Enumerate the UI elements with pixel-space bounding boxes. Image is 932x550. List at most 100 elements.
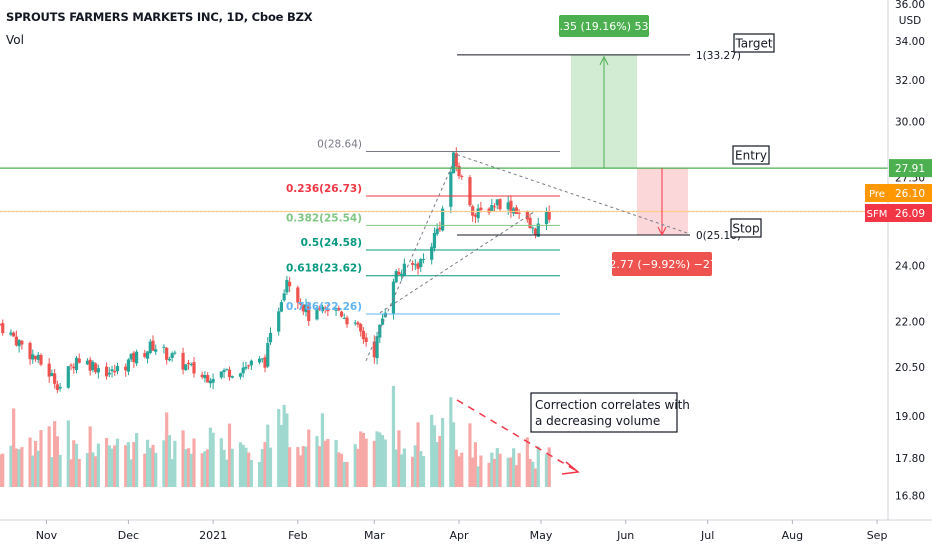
candle-body xyxy=(416,263,420,269)
candle-body xyxy=(1,323,5,334)
volume-bar xyxy=(345,461,349,487)
volume-bar xyxy=(318,446,322,487)
candle-body xyxy=(282,293,286,301)
volume-bar xyxy=(107,445,111,487)
volume-bar xyxy=(301,446,305,487)
candle-body xyxy=(181,352,185,370)
price-tick-label: 34.00 xyxy=(895,36,925,48)
candle-body xyxy=(227,369,232,378)
position-zones xyxy=(571,54,688,235)
volume-bar xyxy=(334,439,338,487)
volume-bar xyxy=(268,447,273,487)
volume-bar xyxy=(525,437,529,487)
entry-price-tag: 27.91 xyxy=(895,163,925,175)
volume-bar xyxy=(476,466,480,487)
volume-bar xyxy=(285,413,289,487)
candle-body xyxy=(85,360,90,365)
candle-body xyxy=(211,378,215,383)
volume-bar xyxy=(77,458,81,487)
candle-body xyxy=(28,342,32,360)
volume-bar xyxy=(531,461,535,487)
candle-body xyxy=(435,228,439,235)
candle-body xyxy=(31,354,35,360)
volume-bar xyxy=(132,441,136,487)
volume-bar xyxy=(471,457,475,487)
candle-body xyxy=(74,357,79,371)
volume-bar xyxy=(69,459,73,487)
volume-bar xyxy=(238,442,243,487)
price-tick-label: 24.00 xyxy=(895,260,925,272)
candle-body xyxy=(268,332,273,343)
candle-body xyxy=(492,206,497,208)
volume-bar xyxy=(260,449,264,487)
candle-body xyxy=(154,349,158,352)
volume-bar xyxy=(279,424,284,487)
candle-body xyxy=(547,211,551,220)
sfm-tag-label-bg xyxy=(865,204,889,222)
time-axis[interactable]: Nov Dec 2021 Feb Mar Apr May Jun Jul Aug Sep xyxy=(0,519,932,542)
candle-body xyxy=(263,357,267,368)
candle-body xyxy=(468,177,472,206)
price-axis[interactable]: USD36.0034.0032.0030.0027.5026.0024.0022… xyxy=(865,0,932,520)
candle-body xyxy=(394,271,398,283)
volume-indicator-label[interactable]: Vol xyxy=(6,33,24,47)
time-tick-label: Aug xyxy=(782,529,803,542)
volume-bar xyxy=(323,440,327,487)
volume-bar xyxy=(288,447,292,487)
volume-bar xyxy=(326,439,330,487)
volume-bar xyxy=(528,458,532,487)
volume-bar xyxy=(457,456,461,487)
candle-body xyxy=(460,175,464,177)
volume-bar xyxy=(517,453,521,487)
volume-bar xyxy=(211,432,215,487)
price-tick-label: 32.00 xyxy=(895,75,925,87)
volume-bar xyxy=(342,461,346,487)
volume-bar xyxy=(544,454,549,487)
volume-trend-arrow xyxy=(456,399,576,471)
volume-bar xyxy=(547,447,551,487)
candle-body xyxy=(359,323,363,332)
volume-bar xyxy=(361,432,365,487)
volume-bar xyxy=(113,445,117,487)
time-tick-label: Sep xyxy=(867,529,888,542)
volume-bar xyxy=(413,445,417,487)
volume-bar xyxy=(85,453,90,487)
note-line: Correction correlates with xyxy=(535,398,690,412)
candle-body xyxy=(129,353,133,360)
candle-body xyxy=(266,343,270,367)
volume-bar xyxy=(173,440,177,487)
candle-body xyxy=(167,358,172,361)
candle-body xyxy=(301,304,305,312)
candle-body xyxy=(449,172,453,207)
candle-body xyxy=(107,372,111,375)
candle-body xyxy=(410,263,415,265)
candle-body xyxy=(110,369,114,372)
volume-bar xyxy=(249,460,253,487)
candle-body xyxy=(151,340,155,351)
volume-bar xyxy=(66,420,70,487)
volume-bar xyxy=(135,433,139,487)
volume-bar xyxy=(12,408,16,487)
candle-body xyxy=(94,363,98,373)
volume-bars xyxy=(0,385,551,487)
profit-badge-bg xyxy=(559,15,649,37)
volume-bar xyxy=(441,418,445,487)
price-tick-label: 17.80 xyxy=(895,453,925,465)
volume-bar xyxy=(96,443,100,487)
volume-bar xyxy=(181,430,185,487)
volume-bar xyxy=(266,424,270,487)
volume-bar xyxy=(230,448,234,487)
fib-level-label: 0.786(22.26) xyxy=(286,301,362,313)
pre-price-tag-bg xyxy=(889,184,932,202)
candle-body xyxy=(383,312,387,318)
price-tick-label: 19.00 xyxy=(895,411,925,423)
profit-arrow-head xyxy=(599,55,609,66)
candle-body xyxy=(419,259,423,268)
volume-bar xyxy=(263,442,267,487)
volume-bar xyxy=(375,431,379,487)
candle-body xyxy=(20,340,24,345)
candle-body xyxy=(249,360,253,366)
candle-body xyxy=(96,368,100,373)
volume-bar xyxy=(449,397,453,487)
